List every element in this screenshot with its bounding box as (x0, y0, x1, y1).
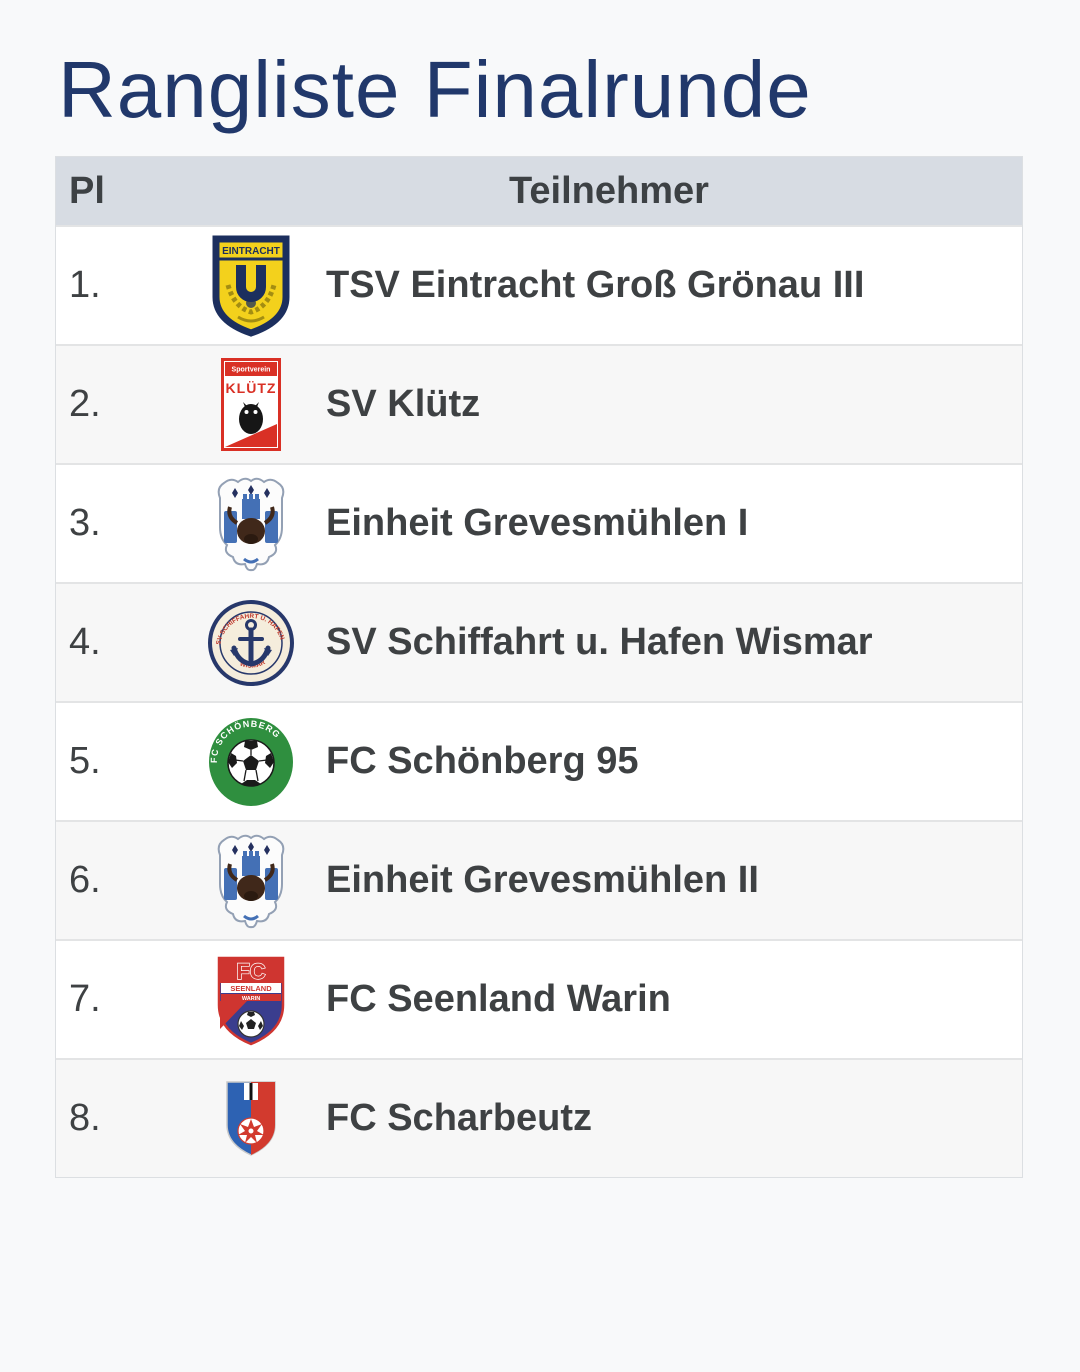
rank-cell: 7. (69, 978, 101, 1020)
table-row: 3. (56, 463, 1022, 582)
table-row: 8. FC Scharbeutz (56, 1058, 1022, 1177)
ranking-page: Rangliste Finalrunde Pl Teilnehmer 1. EI… (0, 44, 1080, 1372)
table-row: 2. Sportverein KLÜTZ SV Klütz (56, 344, 1022, 463)
ranking-table: Pl Teilnehmer 1. EINTRACHT TSV Eintracht… (55, 156, 1023, 1178)
team-name: FC Scharbeutz (326, 1097, 593, 1139)
page-title: Rangliste Finalrunde (58, 45, 812, 134)
team-name: FC Schönberg 95 (326, 740, 639, 782)
tsv-eintracht-gross-groenau-logo: EINTRACHT (196, 227, 306, 344)
svg-text:WARIN: WARIN (242, 995, 260, 1001)
table-row: 6. (56, 820, 1022, 939)
svg-text:KLÜTZ: KLÜTZ (226, 380, 277, 396)
rank-cell: 6. (69, 859, 101, 901)
sv-schiffahrt-hafen-wismar-logo: SV SCHIFFAHRT U. HAFEN WISMAR (196, 584, 306, 701)
svg-text:EINTRACHT: EINTRACHT (222, 246, 280, 257)
rank-cell: 3. (69, 502, 101, 544)
rank-cell: 1. (69, 264, 101, 306)
svg-text:SEENLAND: SEENLAND (230, 984, 272, 993)
header-cell-participant: Teilnehmer (509, 169, 709, 212)
rank-cell: 8. (69, 1097, 101, 1139)
rank-cell: 5. (69, 740, 101, 782)
header-cell-rank: Pl (69, 169, 105, 212)
table-row: 5. FC SCHÖNBERG · 95 · (56, 701, 1022, 820)
team-name: Einheit Grevesmühlen II (326, 859, 759, 901)
rank-cell: 2. (69, 383, 101, 425)
team-name: Einheit Grevesmühlen I (326, 502, 749, 544)
rank-cell: 4. (69, 621, 101, 663)
svg-text:FC: FC (236, 959, 265, 984)
team-name: SV Schiffahrt u. Hafen Wismar (326, 621, 873, 663)
einheit-grevesmuehlen-logo (196, 822, 306, 939)
table-row: 4. SV SCHIFFAHRT U. HAFEN WISMAR (56, 582, 1022, 701)
fc-seenland-warin-logo: FC SEENLAND WARIN (196, 941, 306, 1058)
sv-kluetz-logo: Sportverein KLÜTZ (196, 346, 306, 463)
team-name: TSV Eintracht Groß Grönau III (326, 264, 865, 306)
svg-text:Sportverein: Sportverein (232, 367, 271, 374)
table-row: 1. EINTRACHT TSV Eintracht Groß Grönau I… (56, 225, 1022, 344)
team-name: SV Klütz (326, 383, 481, 425)
table-row: 7. FC SEENLAND WARIN F (56, 939, 1022, 1058)
einheit-grevesmuehlen-logo (196, 465, 306, 582)
fc-scharbeutz-logo (196, 1060, 306, 1177)
fc-schoenberg-95-logo: FC SCHÖNBERG · 95 · (196, 703, 306, 820)
team-name: FC Seenland Warin (326, 978, 671, 1020)
table-header-row: Pl Teilnehmer (56, 157, 1022, 225)
